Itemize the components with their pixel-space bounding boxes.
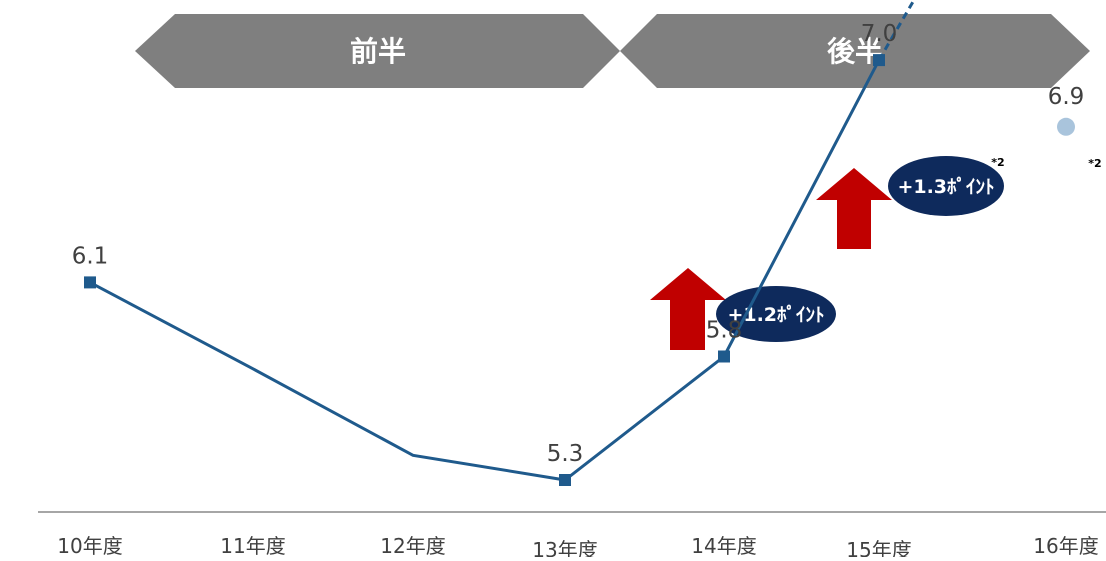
data-label: 7.0 xyxy=(861,21,898,47)
period-arrow xyxy=(135,14,620,88)
x-tick-label: 14年度 xyxy=(691,534,756,557)
data-label: 6.1 xyxy=(72,243,109,269)
data-point xyxy=(873,54,885,67)
series-line-dashed xyxy=(877,0,916,61)
data-point xyxy=(84,276,96,289)
data-point xyxy=(559,474,571,486)
x-tick-label: 12年度 xyxy=(380,534,445,557)
increase-badge xyxy=(888,156,1004,216)
x-tick-label: 10年度 xyxy=(57,534,122,557)
increase-badge-label: +1.2ﾎﾟｲﾝﾄ xyxy=(727,303,824,326)
x-tick-label: 13年度 xyxy=(532,538,597,557)
footnote-mark: *2 xyxy=(991,156,1004,169)
x-tick-label: 16年度 xyxy=(1033,534,1098,557)
footnote-mark: *2 xyxy=(1088,157,1101,170)
x-tick-label: 11年度 xyxy=(220,534,285,557)
data-label: 5.3 xyxy=(547,441,584,467)
period-label: 前半 xyxy=(350,35,406,68)
increase-badge-label: +1.3ﾎﾟｲﾝﾄ xyxy=(897,175,994,198)
increase-badge xyxy=(716,286,836,342)
period-arrow xyxy=(620,14,1090,88)
increase-arrow-icon xyxy=(650,268,726,350)
series-line xyxy=(89,59,881,482)
data-label: 5.8 xyxy=(706,318,743,344)
x-tick-label: 15年度 xyxy=(846,538,911,557)
extra-data-point xyxy=(1057,117,1075,136)
data-label: 6.9 xyxy=(1048,84,1085,110)
data-point xyxy=(718,350,730,363)
increase-arrow-icon xyxy=(816,168,892,249)
